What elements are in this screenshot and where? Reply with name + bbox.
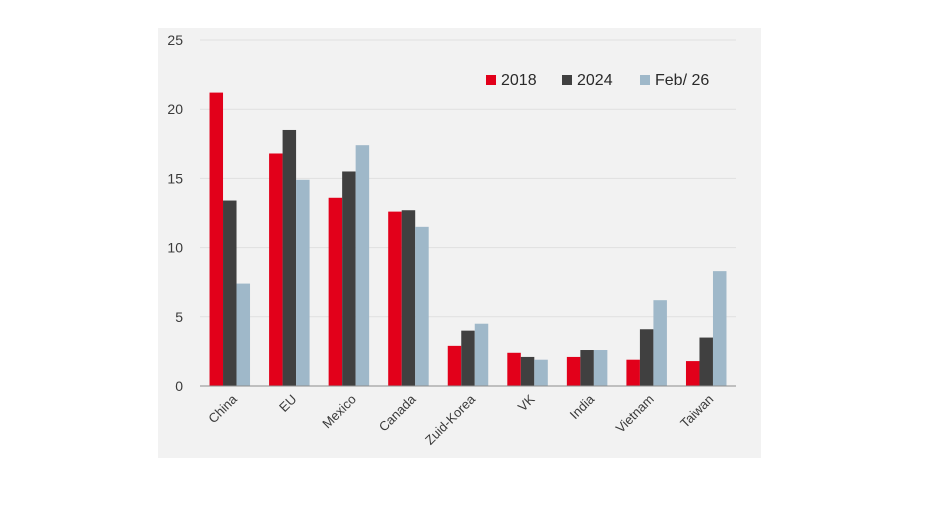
bar-Feb26-zuid-korea bbox=[474, 323, 489, 386]
bar-2018-mexico bbox=[328, 197, 343, 386]
x-axis-labels: China EU Mexico Canada Zuid-Korea VK India Viet… bbox=[205, 391, 716, 448]
x-category-label: EU bbox=[276, 392, 299, 415]
bar-Feb26-vk bbox=[534, 359, 548, 386]
bar-Feb26-taiwan bbox=[712, 271, 727, 386]
bar-2018-canada bbox=[388, 211, 402, 386]
bar-Feb26-china bbox=[236, 283, 251, 386]
bar-2018-india bbox=[566, 356, 581, 386]
chart-panel: 0 5 10 15 20 25 China EU Mexico Canada Zuid-Korea… bbox=[158, 28, 761, 458]
y-tick-label: 25 bbox=[167, 32, 183, 48]
bar-2018-zuid-korea bbox=[447, 345, 462, 386]
bar-2024-vk bbox=[520, 356, 535, 386]
bar-2018-eu bbox=[269, 153, 283, 386]
bar-2024-china bbox=[223, 200, 237, 386]
bar-Feb26-mexico bbox=[355, 145, 370, 386]
x-category-label: Zuid-Korea bbox=[422, 391, 479, 448]
legend: 2018 2024 Feb/ 26 bbox=[486, 72, 709, 89]
y-tick-label: 20 bbox=[167, 101, 183, 117]
y-tick-label: 0 bbox=[175, 378, 183, 394]
legend-label: 2024 bbox=[577, 72, 613, 89]
bar-2018-china bbox=[209, 92, 224, 386]
bar-2024-india bbox=[580, 350, 594, 386]
bar-chart: 0 5 10 15 20 25 China EU Mexico Canada Zuid-Korea… bbox=[167, 32, 736, 448]
x-category-label: Vietnam bbox=[613, 392, 657, 436]
bar-2018-vk bbox=[507, 352, 521, 386]
bar-Feb26-eu bbox=[296, 179, 310, 386]
legend-swatch bbox=[562, 75, 572, 85]
bar-2024-canada bbox=[401, 210, 416, 386]
bar-2024-eu bbox=[282, 129, 297, 386]
bar-2024-mexico bbox=[342, 171, 356, 386]
bars bbox=[209, 92, 727, 386]
x-category-label: Taiwan bbox=[677, 392, 716, 431]
legend-label: 2018 bbox=[501, 72, 537, 89]
bar-2018-vietnam bbox=[626, 359, 640, 386]
x-category-label: VK bbox=[515, 391, 538, 414]
y-tick-label: 5 bbox=[175, 309, 183, 325]
bar-Feb26-canada bbox=[415, 226, 429, 386]
bar-2018-taiwan bbox=[685, 361, 700, 386]
x-category-label: China bbox=[205, 391, 240, 426]
x-category-label: Canada bbox=[376, 391, 419, 434]
bar-Feb26-india bbox=[593, 350, 608, 386]
x-category-label: India bbox=[567, 391, 598, 422]
y-tick-label: 15 bbox=[167, 170, 183, 186]
legend-swatch bbox=[640, 75, 650, 85]
y-tick-label: 10 bbox=[167, 240, 183, 256]
y-axis-ticks: 0 5 10 15 20 25 bbox=[167, 32, 183, 394]
bar-Feb26-vietnam bbox=[653, 300, 667, 386]
bar-2024-taiwan bbox=[699, 337, 713, 386]
x-category-label: Mexico bbox=[319, 392, 359, 432]
bar-2024-vietnam bbox=[639, 329, 654, 386]
legend-label: Feb/ 26 bbox=[655, 72, 709, 89]
bar-2024-zuid-korea bbox=[461, 330, 475, 386]
legend-swatch bbox=[486, 75, 496, 85]
